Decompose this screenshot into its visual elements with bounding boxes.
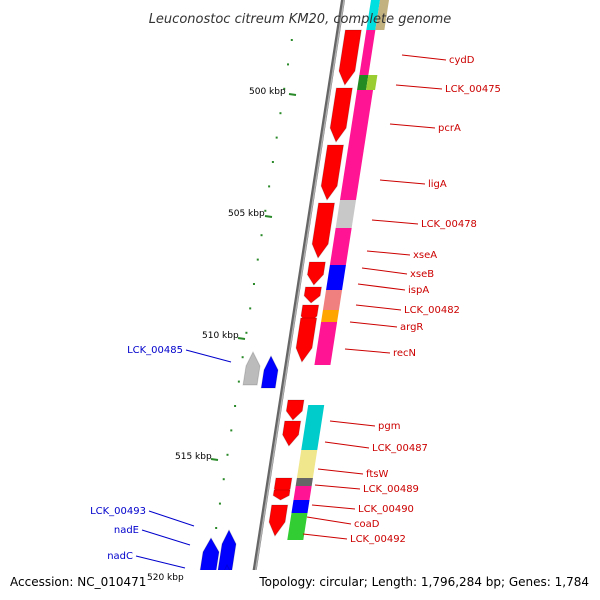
cog-color-block — [335, 200, 356, 228]
leader-line-pcra — [389, 123, 436, 129]
cog-color-block — [348, 90, 374, 148]
leader-line-xsea — [366, 250, 411, 256]
gene-label-recn: recN — [393, 348, 416, 359]
footer-background — [8, 570, 600, 600]
topology-text: Topology: circular; Length: 1,796,284 bp… — [258, 575, 589, 589]
leader-line-lck_00485 — [185, 349, 232, 363]
cog-color-block — [291, 500, 310, 513]
major-tick — [237, 337, 246, 340]
gene-label-lck_00492: LCK_00492 — [350, 534, 406, 545]
leader-line-lck_00478 — [371, 219, 419, 225]
forward-gene-arrow — [306, 261, 326, 286]
kbp-label-510: 510 kbp — [202, 331, 239, 341]
forward-gene-arrow — [268, 504, 289, 538]
major-tick — [210, 458, 219, 461]
gene-label-lck_00478: LCK_00478 — [421, 219, 477, 230]
cog-color-block — [287, 513, 308, 540]
reverse-gene-arrow — [260, 354, 279, 389]
leader-line-nadc — [135, 555, 186, 569]
cog-color-block — [340, 148, 365, 200]
gene-label-pgm: pgm — [378, 421, 400, 432]
leader-line-liga — [379, 179, 426, 185]
cog-color-block — [359, 30, 376, 75]
kbp-label-500: 500 kbp — [249, 87, 286, 97]
leader-line-argr — [349, 321, 398, 328]
cog-color-block — [314, 322, 338, 365]
gene-label-cydd: cydD — [449, 55, 475, 66]
leader-line-xseb — [361, 267, 408, 275]
gene-label-xsea: xseA — [413, 250, 437, 261]
gene-label-nadc: nadC — [107, 551, 133, 562]
gene-label-lck_00485: LCK_00485 — [127, 345, 183, 356]
cog-color-block — [326, 265, 346, 290]
leader-line-cydd — [401, 54, 447, 61]
cog-color-block — [329, 228, 352, 265]
gene-label-ftsw: ftsW — [366, 469, 388, 480]
forward-gene-arrow — [272, 489, 291, 501]
cog-color-block — [357, 75, 369, 90]
leader-line-recn — [344, 348, 391, 354]
cog-color-layer — [287, 0, 389, 540]
cog-color-block — [296, 450, 318, 478]
gene-label-layer: cydD LCK_00475 pcrA ligA LCK_00478 xseA xseB is… — [90, 55, 501, 562]
label-leader-layer — [135, 54, 447, 569]
gene-label-lck_00482: LCK_00482 — [404, 305, 460, 316]
map-title: Leuconostoc citreum KM20, complete genom… — [149, 12, 452, 27]
leader-line-ispa — [357, 283, 406, 291]
kbp-label-505: 505 kbp — [228, 209, 265, 219]
leader-line-lck_00489 — [314, 484, 361, 490]
gene-label-lck_00475: LCK_00475 — [445, 84, 501, 95]
forward-gene-arrow — [282, 420, 302, 447]
gene-label-nade: nadE — [114, 525, 139, 536]
accession-text: Accession: NC_010471 — [10, 575, 146, 589]
cog-color-block — [301, 420, 322, 450]
forward-gene-arrow — [320, 144, 345, 202]
cog-color-block — [293, 486, 312, 500]
major-tick — [264, 215, 273, 218]
major-tick — [288, 93, 297, 96]
forward-gene-arrow — [329, 87, 353, 144]
cog-color-block — [295, 478, 313, 486]
forward-gene-arrow — [303, 286, 323, 304]
gene-label-xseb: xseB — [410, 269, 434, 280]
leader-line-pgm — [329, 420, 376, 427]
leader-line-lck_00482 — [355, 304, 402, 311]
leader-line-coad — [306, 516, 352, 525]
forward-gene-arrow — [285, 399, 305, 421]
cog-color-block — [366, 0, 380, 30]
cog-color-block — [375, 0, 389, 30]
backbone-line — [248, 0, 345, 600]
cog-color-block — [322, 290, 343, 310]
reverse-gene-arrow — [242, 350, 261, 386]
gene-label-pcra: pcrA — [438, 123, 461, 134]
kbp-label-520: 520 kbp — [147, 573, 184, 583]
leader-line-ftsw — [317, 468, 364, 475]
cog-color-block — [305, 405, 325, 420]
gene-label-lck_00489: LCK_00489 — [363, 484, 419, 495]
forward-gene-arrow — [338, 29, 362, 87]
gene-label-lck_00490: LCK_00490 — [358, 504, 414, 515]
leader-line-lck_00493 — [148, 510, 195, 527]
gene-label-coad: coaD — [354, 519, 380, 530]
gene-label-argr: argR — [400, 322, 423, 333]
cog-color-block — [321, 310, 339, 322]
forward-gene-arrow — [311, 202, 336, 260]
leader-line-lck_00475 — [395, 84, 443, 90]
kbp-tick-layer — [183, 39, 297, 582]
leader-line-lck_00492 — [302, 533, 348, 540]
leader-line-lck_00487 — [324, 441, 370, 449]
cog-color-block — [366, 75, 378, 90]
leader-line-lck_00490 — [311, 504, 356, 510]
genome-backbone-layer — [248, 0, 345, 600]
kbp-label-515: 515 kbp — [175, 452, 212, 462]
gene-label-liga: ligA — [428, 179, 447, 190]
gene-label-lck_00487: LCK_00487 — [372, 443, 428, 454]
backbone-highlight — [250, 0, 345, 600]
gene-label-lck_00493: LCK_00493 — [90, 506, 146, 517]
gene-label-ispa: ispA — [408, 285, 429, 296]
leader-line-nade — [141, 529, 191, 546]
forward-gene-arrow — [295, 317, 318, 364]
